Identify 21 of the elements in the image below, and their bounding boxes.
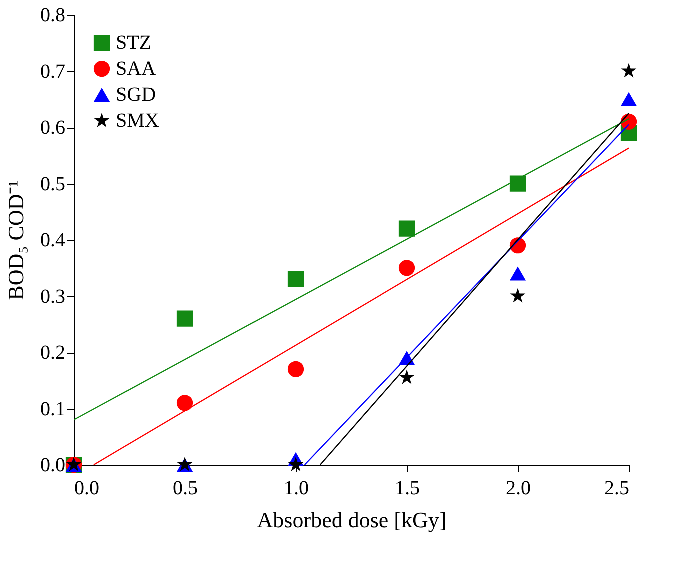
x-tick-label: 1.0 xyxy=(284,478,309,500)
x-tick-label: 1.5 xyxy=(395,478,420,500)
y-tick-label: 0.1 xyxy=(40,398,66,420)
legend-label: STZ xyxy=(116,32,152,54)
x-tick-label: 0.5 xyxy=(173,478,198,500)
legend-label: SGD xyxy=(116,84,156,106)
y-tick-label: 0.3 xyxy=(40,286,66,308)
y-tick-label: 0.7 xyxy=(40,60,66,83)
y-tick-label: 0.5 xyxy=(40,173,66,196)
legend-label: SMX xyxy=(116,110,160,132)
x-tick-label: 0.0 xyxy=(74,478,100,500)
x-tick-label: 2.0 xyxy=(506,478,531,500)
x-axis-title: Absorbed dose [kGy] xyxy=(257,508,447,532)
x-tick-label: 2.5 xyxy=(604,478,630,500)
y-tick-label: 0.4 xyxy=(40,230,66,252)
y-tick-label: 0.6 xyxy=(40,117,66,139)
y-tick-label: 0.2 xyxy=(40,342,66,364)
y-tick-label: 0.8 xyxy=(40,4,66,26)
legend-label: SAA xyxy=(116,58,157,80)
y-tick-label: 0.0 xyxy=(40,454,66,476)
y-axis-title: BOD₅ COD⁻¹ xyxy=(4,180,28,300)
